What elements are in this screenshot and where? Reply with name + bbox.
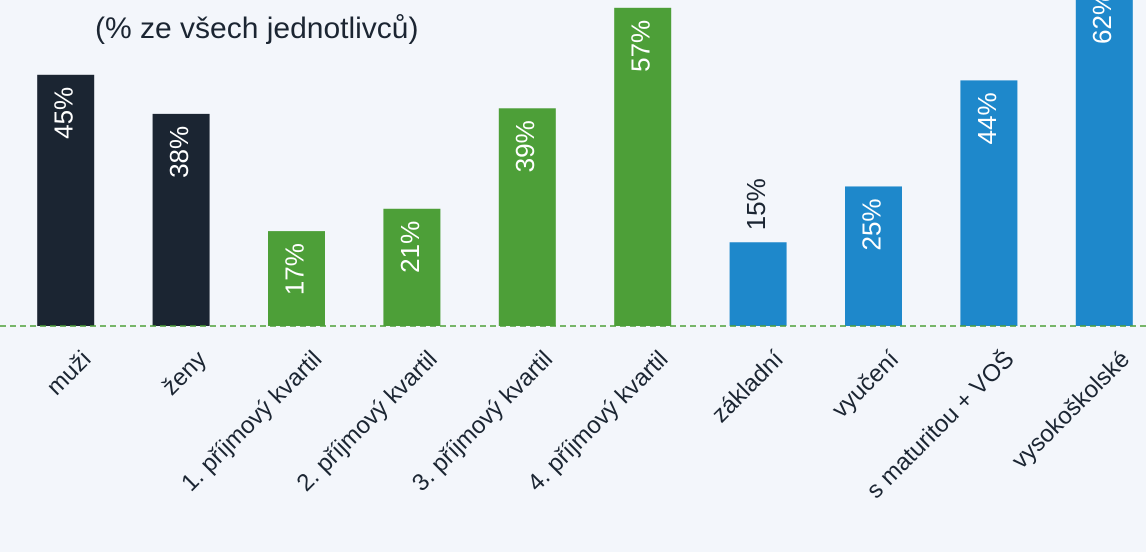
value-label: 21%: [395, 221, 425, 273]
bar: [152, 113, 210, 326]
value-label: 45%: [49, 87, 79, 139]
value-label: 25%: [856, 198, 886, 250]
bar: [383, 208, 441, 326]
bar: [37, 74, 95, 327]
bar: [614, 7, 672, 327]
value-label: 44%: [972, 92, 1002, 144]
value-label: 62%: [1087, 0, 1117, 44]
value-label: 39%: [510, 120, 540, 172]
x-tick-label: ženy: [157, 346, 212, 401]
bar: [268, 231, 325, 326]
value-label: 57%: [626, 20, 656, 72]
value-label: 15%: [741, 178, 771, 230]
bar: [960, 80, 1018, 326]
bar: [498, 108, 556, 326]
value-label: 17%: [279, 243, 309, 295]
value-label: 38%: [164, 126, 194, 178]
x-tick-label: muži: [42, 346, 97, 401]
x-tick-label: základní: [707, 345, 790, 428]
x-tick-label: vyučení: [827, 345, 905, 423]
chart-subtitle: (% ze všech jednotlivců): [95, 12, 418, 45]
bar: [1075, 0, 1133, 326]
bar: [729, 242, 787, 326]
x-tick-label: vysokoškolské: [1007, 346, 1136, 475]
bar: [845, 186, 902, 326]
